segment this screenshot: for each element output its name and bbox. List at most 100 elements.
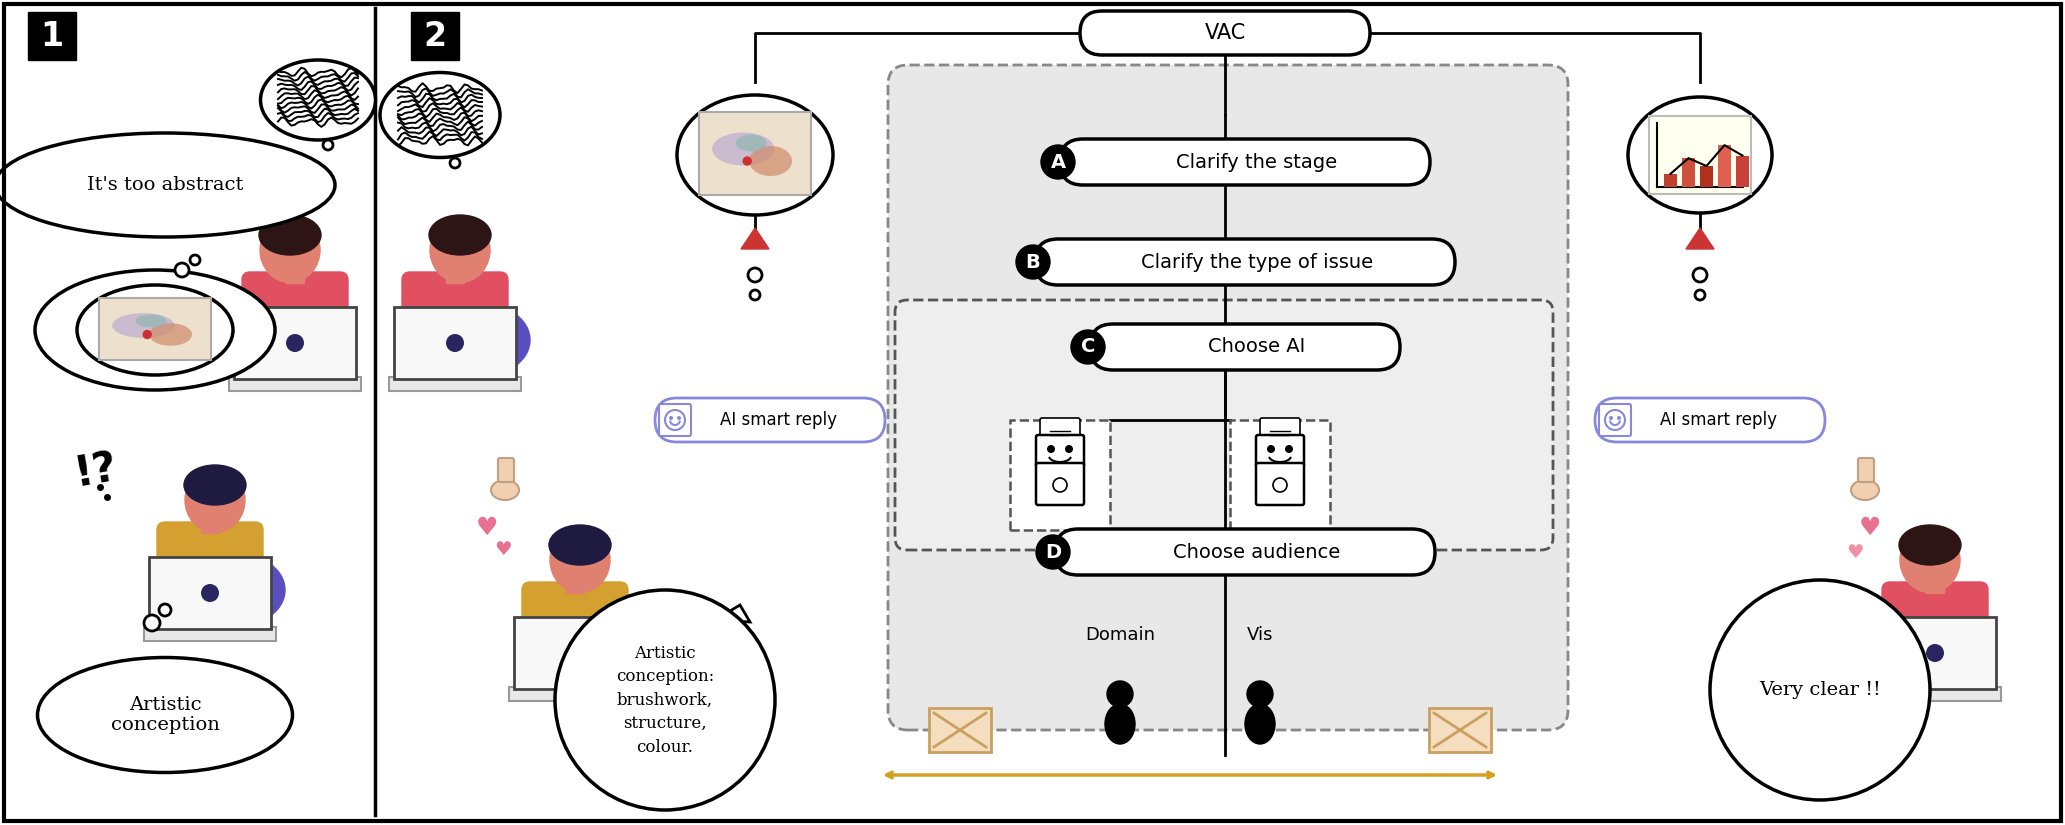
Ellipse shape: [560, 615, 650, 685]
FancyBboxPatch shape: [1037, 435, 1084, 467]
FancyBboxPatch shape: [99, 298, 211, 361]
Ellipse shape: [735, 134, 766, 152]
FancyBboxPatch shape: [411, 12, 458, 60]
FancyBboxPatch shape: [1260, 418, 1301, 442]
Circle shape: [1047, 445, 1055, 453]
Ellipse shape: [1850, 480, 1879, 500]
Polygon shape: [714, 605, 750, 622]
FancyBboxPatch shape: [514, 617, 636, 689]
Ellipse shape: [258, 215, 320, 255]
Circle shape: [743, 156, 752, 166]
Circle shape: [1693, 268, 1708, 282]
Circle shape: [1927, 644, 1943, 662]
Ellipse shape: [712, 133, 774, 166]
FancyBboxPatch shape: [242, 272, 349, 378]
FancyBboxPatch shape: [29, 12, 76, 60]
Text: VAC: VAC: [1204, 23, 1245, 43]
FancyBboxPatch shape: [929, 708, 991, 752]
Polygon shape: [1745, 603, 1780, 622]
Text: C: C: [1080, 337, 1094, 356]
Ellipse shape: [430, 218, 489, 282]
Ellipse shape: [549, 527, 609, 592]
Circle shape: [1284, 445, 1293, 453]
FancyBboxPatch shape: [446, 266, 465, 283]
FancyBboxPatch shape: [1231, 420, 1330, 530]
Text: ♥: ♥: [1846, 543, 1865, 562]
Ellipse shape: [221, 305, 310, 375]
Ellipse shape: [1627, 97, 1772, 213]
Ellipse shape: [1105, 704, 1136, 744]
Ellipse shape: [186, 468, 246, 532]
FancyBboxPatch shape: [1010, 420, 1111, 530]
Ellipse shape: [380, 73, 500, 158]
Text: A: A: [1051, 153, 1066, 172]
Polygon shape: [1685, 228, 1714, 249]
Text: Domain: Domain: [1084, 626, 1154, 644]
Text: !?: !?: [279, 79, 330, 131]
FancyBboxPatch shape: [1683, 158, 1695, 187]
FancyBboxPatch shape: [522, 582, 628, 688]
Circle shape: [1072, 330, 1105, 364]
Text: Choose audience: Choose audience: [1173, 543, 1340, 562]
FancyBboxPatch shape: [1699, 166, 1714, 187]
FancyBboxPatch shape: [1737, 156, 1749, 187]
Circle shape: [200, 584, 219, 602]
Circle shape: [1617, 416, 1621, 420]
Circle shape: [446, 334, 465, 352]
FancyBboxPatch shape: [1648, 116, 1751, 194]
Text: 1: 1: [41, 20, 64, 53]
Text: ♥: ♥: [1858, 516, 1881, 540]
Text: D: D: [1045, 543, 1061, 562]
Text: AI smart reply: AI smart reply: [719, 411, 836, 429]
Circle shape: [1609, 416, 1613, 420]
Circle shape: [145, 615, 159, 631]
Ellipse shape: [260, 218, 320, 282]
Ellipse shape: [677, 95, 832, 215]
Ellipse shape: [440, 305, 531, 375]
FancyBboxPatch shape: [1037, 463, 1084, 505]
FancyBboxPatch shape: [888, 65, 1567, 730]
Text: Clarify the stage: Clarify the stage: [1177, 153, 1338, 172]
Polygon shape: [260, 205, 283, 235]
FancyBboxPatch shape: [1664, 174, 1677, 187]
Ellipse shape: [254, 310, 335, 350]
FancyBboxPatch shape: [1256, 435, 1303, 467]
FancyBboxPatch shape: [403, 272, 508, 378]
Circle shape: [285, 334, 304, 352]
Circle shape: [669, 416, 673, 420]
FancyBboxPatch shape: [200, 516, 219, 533]
Ellipse shape: [260, 60, 376, 140]
Circle shape: [555, 590, 774, 810]
FancyBboxPatch shape: [498, 458, 514, 482]
FancyBboxPatch shape: [894, 300, 1553, 550]
Ellipse shape: [37, 658, 293, 772]
Ellipse shape: [184, 465, 246, 505]
FancyBboxPatch shape: [145, 627, 277, 641]
Text: Artistic
conception:
brushwork,
structure,
colour.: Artistic conception: brushwork, structur…: [615, 644, 714, 756]
FancyBboxPatch shape: [1059, 139, 1429, 185]
FancyBboxPatch shape: [149, 557, 271, 629]
Ellipse shape: [112, 314, 176, 338]
Circle shape: [1247, 681, 1272, 707]
Ellipse shape: [1245, 704, 1274, 744]
FancyBboxPatch shape: [1927, 576, 1943, 593]
Text: B: B: [1026, 252, 1041, 271]
FancyBboxPatch shape: [394, 307, 516, 379]
Ellipse shape: [149, 323, 192, 346]
FancyBboxPatch shape: [1858, 458, 1875, 482]
FancyBboxPatch shape: [285, 266, 304, 283]
Ellipse shape: [1900, 527, 1960, 592]
Circle shape: [1037, 535, 1070, 569]
Circle shape: [1695, 290, 1706, 300]
FancyBboxPatch shape: [1055, 529, 1435, 575]
FancyBboxPatch shape: [157, 522, 262, 628]
Circle shape: [322, 140, 332, 150]
Ellipse shape: [491, 480, 518, 500]
Text: Very clear !!: Very clear !!: [1759, 681, 1881, 699]
Text: Vis: Vis: [1247, 626, 1274, 644]
Ellipse shape: [535, 620, 615, 660]
Ellipse shape: [750, 146, 793, 176]
Ellipse shape: [549, 525, 611, 565]
Text: Artistic
conception: Artistic conception: [112, 695, 219, 734]
FancyBboxPatch shape: [1869, 687, 2001, 701]
